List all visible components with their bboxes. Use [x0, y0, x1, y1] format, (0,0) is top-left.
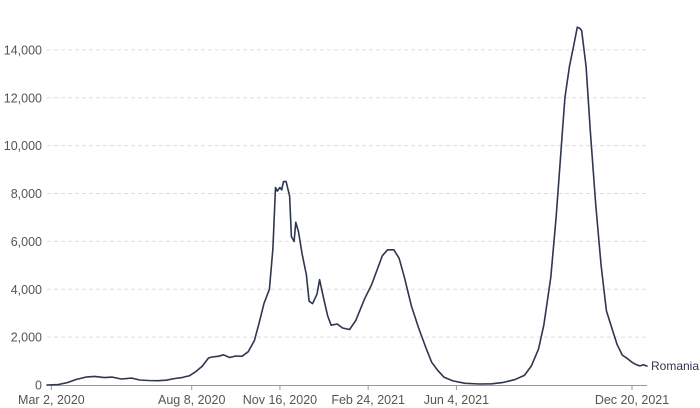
- y-tick-label: 2,000: [11, 331, 42, 345]
- x-tick-label: Aug 8, 2020: [158, 393, 225, 407]
- series-line-romania: [46, 26, 648, 386]
- x-tick-label: Jun 4, 2021: [424, 393, 489, 407]
- y-tick-label: 10,000: [4, 139, 42, 153]
- x-tick-label: Nov 16, 2020: [243, 393, 317, 407]
- y-tick-label: 14,000: [4, 43, 42, 57]
- gridlines: [47, 49, 647, 338]
- series-layer: Romania: [46, 26, 699, 386]
- x-tick-label: Feb 24, 2021: [331, 393, 405, 407]
- y-tick-label: 8,000: [11, 187, 42, 201]
- y-tick-label: 6,000: [11, 235, 42, 249]
- x-tick-label: Mar 2, 2020: [18, 393, 85, 407]
- y-tick-label: 0: [35, 379, 42, 393]
- series-label: Romania: [651, 359, 699, 373]
- x-tick-label: Dec 20, 2021: [595, 393, 669, 407]
- y-tick-label: 12,000: [4, 91, 42, 105]
- y-tick-label: 4,000: [11, 283, 42, 297]
- x-axis: Mar 2, 2020 Aug 8, 2020 Nov 16, 2020 Feb 24…: [18, 385, 669, 407]
- y-axis: 0 2,000 4,000 6,000 8,000 10,000 12,000 14,000: [4, 43, 42, 392]
